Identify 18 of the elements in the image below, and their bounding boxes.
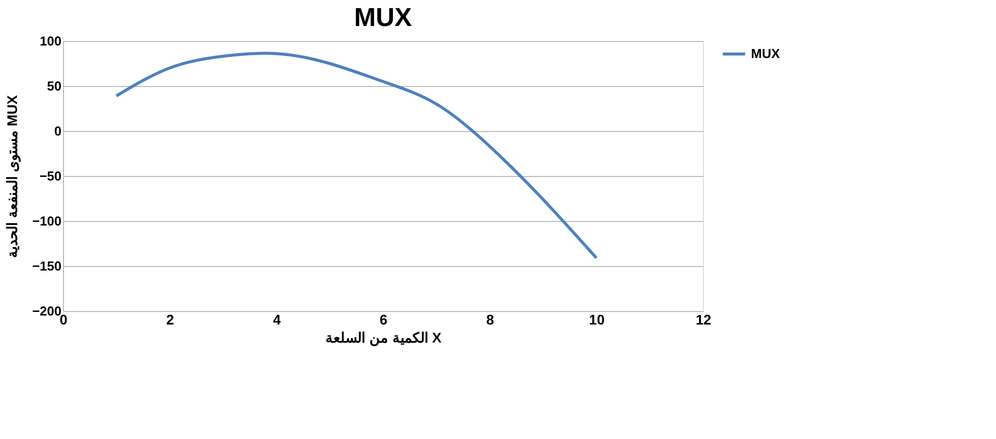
y-tick-label: −200 (32, 304, 62, 318)
x-tick-label: 4 (272, 312, 281, 328)
x-tick-label: 10 (589, 312, 605, 328)
y-axis-title: مستوى المنفعة الحدية MUX (4, 94, 22, 258)
y-tick-label: 0 (54, 124, 62, 138)
x-tick-label: 12 (696, 312, 712, 328)
line-series (114, 52, 598, 260)
y-tick-label: 50 (47, 78, 62, 94)
x-tick-label: 8 (486, 312, 494, 328)
x-tick-label: 6 (380, 312, 388, 328)
y-tick-label: −100 (32, 214, 62, 228)
x-axis-title: الكمية من السلعة X (325, 330, 442, 346)
y-tick-label: −150 (32, 258, 62, 274)
legend-label: MUX (751, 46, 780, 61)
chart-title: MUX (354, 2, 413, 32)
x-tick-label: 2 (166, 312, 174, 328)
y-tick-label: −50 (39, 168, 62, 184)
y-tick-label: 100 (40, 34, 62, 48)
